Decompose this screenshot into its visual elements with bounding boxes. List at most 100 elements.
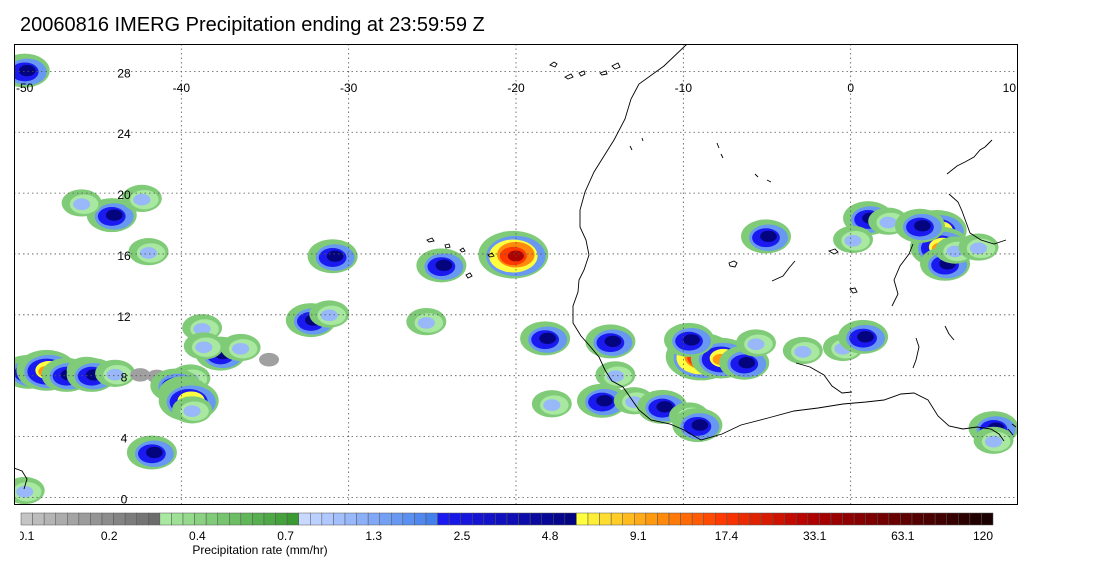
precip-contour <box>73 198 91 211</box>
legend-swatch <box>148 512 161 526</box>
latitude-label: 0 <box>121 492 128 505</box>
legend-swatches <box>20 512 994 526</box>
legend-swatch <box>217 512 230 526</box>
legend-swatch <box>275 512 288 526</box>
legend-swatch <box>981 512 994 526</box>
legend-swatch <box>113 512 126 526</box>
legend-swatch <box>20 512 33 526</box>
legend-swatch <box>691 512 704 526</box>
longitude-label: -30 <box>340 81 358 95</box>
island <box>444 243 451 249</box>
river <box>891 243 914 307</box>
lake <box>849 287 858 294</box>
precip-contour <box>879 216 897 229</box>
legend-swatch <box>518 512 531 526</box>
legend-tick-label: 63.1 <box>891 529 915 543</box>
legend-swatch <box>483 512 496 526</box>
legend-swatch <box>529 512 542 526</box>
precip-contour <box>596 395 613 407</box>
precip-contour <box>417 317 435 329</box>
legend-swatch <box>668 512 681 526</box>
legend-swatch <box>888 512 901 526</box>
river <box>912 337 920 369</box>
precip-contour <box>133 193 151 206</box>
legend-swatch <box>934 512 947 526</box>
legend-swatch <box>310 512 323 526</box>
legend-swatch <box>842 512 855 526</box>
latitude-label: 24 <box>117 127 131 141</box>
legend-swatch <box>229 512 242 526</box>
precip-contour <box>543 399 561 411</box>
legend-swatch <box>32 512 45 526</box>
legend-tick-label: 120.2 <box>973 529 994 543</box>
precip-cell <box>958 233 999 261</box>
legend-swatch <box>738 512 751 526</box>
legend-swatch <box>448 512 461 526</box>
precip-cell <box>478 230 549 279</box>
precip-contour <box>656 401 674 413</box>
legend-swatch <box>877 512 890 526</box>
legend-swatch <box>703 512 716 526</box>
legend-tick-label: 1.3 <box>365 529 382 543</box>
legend-swatch <box>923 512 936 526</box>
precip-contour <box>259 352 280 367</box>
precip-contour <box>193 323 211 335</box>
legend-swatch <box>90 512 103 526</box>
legend-swatch <box>402 512 415 526</box>
precip-contour <box>738 357 756 369</box>
precip-cell <box>894 208 945 243</box>
legend-swatch <box>171 512 184 526</box>
coastline <box>14 44 1017 490</box>
precip-cell <box>735 329 776 357</box>
legend-swatch <box>367 512 380 526</box>
precip-cell <box>259 352 280 367</box>
legend-swatch <box>541 512 554 526</box>
legend-swatch <box>194 512 207 526</box>
precip-cell <box>126 435 177 470</box>
legend-swatch <box>43 512 56 526</box>
legend-tick-label: 2.5 <box>454 529 471 543</box>
legend-swatch <box>645 512 658 526</box>
precip-cell <box>220 333 261 362</box>
lake <box>827 248 839 255</box>
legend-swatch <box>564 512 577 526</box>
legend-swatch <box>240 512 253 526</box>
river <box>629 137 772 183</box>
legend-swatch <box>819 512 832 526</box>
legend-swatch <box>622 512 635 526</box>
precip-cell <box>838 319 889 354</box>
precip-cell <box>14 53 50 88</box>
legend-swatch <box>715 512 728 526</box>
longitude-labels: -50 -40 -30 -20 -10 0 10 <box>16 81 1016 95</box>
precip-cell <box>309 300 350 328</box>
legend-swatch <box>634 512 647 526</box>
legend-swatch <box>205 512 218 526</box>
legend-tick-label: 0.4 <box>189 529 206 543</box>
latitude-labels: 0 4 8 12 16 20 24 28 <box>117 66 131 505</box>
longitude-label: -40 <box>173 81 191 95</box>
lake <box>728 260 738 268</box>
precip-contour <box>435 259 453 271</box>
precip-contour <box>857 331 874 343</box>
legend-swatch <box>610 512 623 526</box>
precip-cell <box>307 239 358 274</box>
precip-cell <box>833 225 874 254</box>
precip-cell <box>172 396 213 424</box>
precip-contour <box>539 332 556 345</box>
legend-swatch <box>344 512 357 526</box>
legend-swatch <box>784 512 797 526</box>
legend-tick-label: 33.1 <box>803 529 827 543</box>
legend-swatch <box>506 512 519 526</box>
legend-swatch <box>286 512 299 526</box>
legend-tick-label: 9.1 <box>630 529 647 543</box>
river <box>795 362 853 394</box>
map-title: 20060816 IMERG Precipitation ending at 2… <box>20 14 485 36</box>
legend-swatch <box>680 512 693 526</box>
precip-cell <box>406 308 447 336</box>
island <box>578 70 586 77</box>
legend-swatch <box>726 512 739 526</box>
legend-swatch <box>101 512 114 526</box>
precip-cell <box>595 361 636 389</box>
precip-cell <box>14 476 45 505</box>
legend-swatch <box>159 512 172 526</box>
